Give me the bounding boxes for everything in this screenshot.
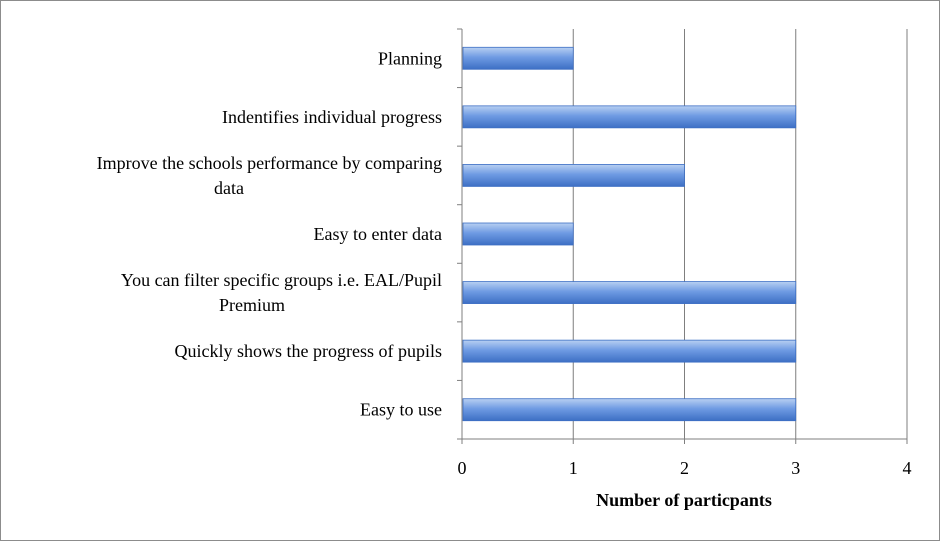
bars bbox=[462, 46, 797, 422]
x-tick-label: 1 bbox=[569, 458, 578, 478]
category-label: Indentifies individual progress bbox=[222, 107, 442, 127]
category-label: Planning bbox=[378, 48, 442, 68]
x-axis-label: Number of particpants bbox=[596, 490, 772, 510]
bar bbox=[462, 46, 574, 70]
category-label: Easy to use bbox=[360, 400, 442, 420]
category-label: data bbox=[214, 178, 244, 198]
bar bbox=[462, 164, 685, 187]
grid-lines bbox=[572, 29, 908, 439]
category-label: You can filter specific groups i.e. EAL/… bbox=[121, 270, 442, 290]
x-tick-label: 3 bbox=[791, 458, 800, 478]
x-tick-label: 2 bbox=[680, 458, 689, 478]
category-labels: Planning Indentifies individual progress I… bbox=[97, 48, 442, 419]
bar bbox=[462, 222, 574, 246]
bar bbox=[462, 105, 797, 129]
x-tick-label: 4 bbox=[903, 458, 912, 478]
axes bbox=[457, 28, 908, 444]
category-label: Quickly shows the progress of pupils bbox=[175, 341, 442, 361]
bar bbox=[462, 281, 797, 304]
x-tick-label: 0 bbox=[458, 458, 467, 478]
category-label: Easy to enter data bbox=[314, 224, 442, 244]
bar bbox=[462, 339, 797, 363]
category-label: Premium bbox=[219, 295, 285, 315]
category-label: Improve the schools performance by compa… bbox=[97, 153, 442, 173]
bar bbox=[462, 398, 797, 422]
x-tick-labels: 0 1 2 3 4 bbox=[458, 458, 912, 478]
